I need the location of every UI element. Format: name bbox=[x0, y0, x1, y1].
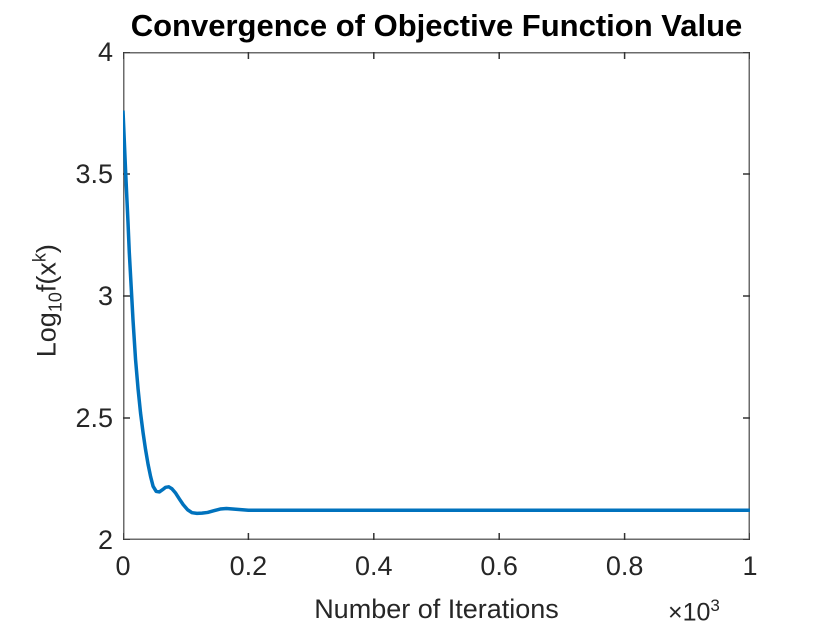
y-tick-label: 4 bbox=[97, 37, 113, 67]
ylabel-text: Log bbox=[31, 312, 62, 358]
x-axis-label: Number of Iterations bbox=[314, 594, 559, 624]
plot-area bbox=[123, 52, 750, 540]
y-tick-label: 2 bbox=[97, 525, 113, 555]
y-tick-label: 2.5 bbox=[75, 403, 113, 433]
x-tick-label: 0.6 bbox=[480, 551, 518, 581]
y-tick-label: 3 bbox=[97, 281, 113, 311]
x-tick-label: 1 bbox=[742, 551, 758, 581]
chart-title: Convergence of Objective Function Value bbox=[130, 8, 743, 43]
axes-box bbox=[123, 52, 750, 540]
exponent-base: ×10 bbox=[668, 598, 711, 627]
x-axis-exponent-label: ×103 bbox=[668, 596, 720, 627]
x-tick-label: 0.2 bbox=[229, 551, 268, 581]
y-axis-label: Log10f(xk) bbox=[29, 201, 66, 401]
x-tick-label: 0.8 bbox=[605, 551, 644, 581]
ylabel-text: f(x bbox=[31, 262, 62, 293]
exponent-power: 3 bbox=[710, 596, 720, 615]
x-tick-label: 0.4 bbox=[355, 551, 393, 581]
x-tick-label: 0 bbox=[115, 551, 131, 581]
ylabel-subscript: 10 bbox=[45, 292, 66, 313]
ylabel-text: ) bbox=[31, 244, 62, 254]
convergence-line bbox=[123, 110, 750, 516]
y-tick-label: 3.5 bbox=[75, 159, 113, 189]
ylabel-superscript: k bbox=[29, 253, 50, 263]
